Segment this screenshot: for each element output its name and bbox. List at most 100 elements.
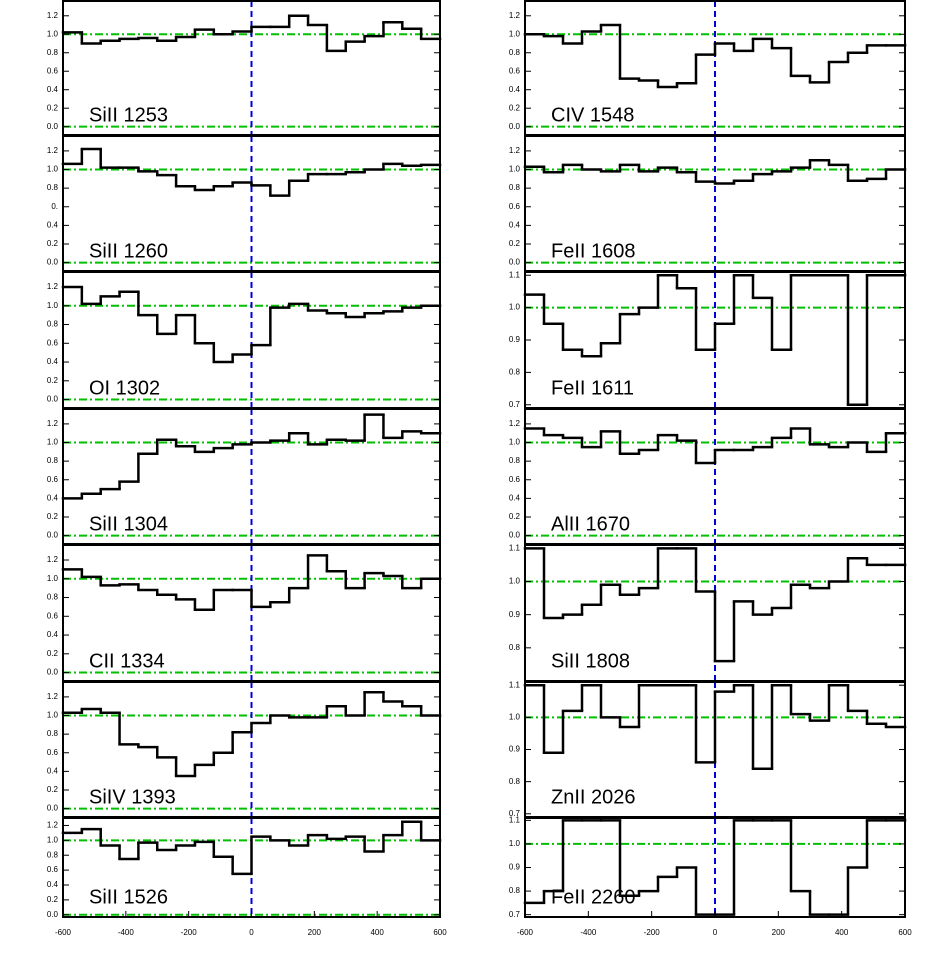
panel-label: CIV 1548 [551,104,634,126]
y-tick-label: 1.0 [47,438,59,447]
y-tick-label: 0. [51,202,58,211]
panel-label: SiII 1260 [89,240,168,262]
y-tick-label: 1.2 [47,282,59,291]
y-tick-label: 1.2 [47,11,59,20]
y-tick-label: 1.1 [509,543,521,552]
y-tick-label: 1.0 [47,574,59,583]
y-tick-label: 0.4 [47,85,59,94]
x-tick-label: -600 [55,928,72,937]
y-tick-label: 0.0 [47,258,59,267]
y-tick-label: 0.6 [509,475,521,484]
y-tick-label: 1.0 [47,301,59,310]
y-tick-label: 1.0 [509,29,521,38]
y-tick-label: 0.8 [47,48,59,57]
y-tick-label: 0.6 [47,748,59,757]
x-tick-label: -200 [644,928,661,937]
x-tick-label: 400 [835,928,849,937]
panel-label: FeII 1611 [551,377,634,399]
y-tick-label: 0.2 [47,649,59,658]
y-tick-label: 0.0 [47,395,59,404]
y-tick-label: 0.8 [509,48,521,57]
y-tick-label: 1.0 [509,165,521,174]
y-tick-label: 1.0 [47,711,59,720]
y-tick-label: 0.2 [47,103,59,112]
y-tick-label: 1.0 [47,165,59,174]
panel-label: SiII 1304 [89,513,168,535]
x-tick-label: 200 [308,928,322,937]
y-tick-label: 0.0 [47,531,59,540]
y-tick-label: 1.0 [509,303,521,312]
y-tick-label: 0.7 [509,809,521,818]
y-tick-label: 0.8 [47,456,59,465]
panel-label: FeII 1608 [551,240,636,262]
y-tick-label: 0.0 [509,531,521,540]
y-tick-label: 0.8 [47,850,59,859]
panel-label: SiII 1526 [89,886,168,908]
y-tick-label: 0.9 [509,745,521,754]
y-tick-label: 0.2 [509,239,521,248]
y-tick-label: 0.8 [47,729,59,738]
y-tick-label: 0.8 [509,643,521,652]
y-tick-label: 0.0 [509,258,521,267]
y-tick-label: 0.8 [509,183,521,192]
panel-label: AlII 1670 [551,513,630,535]
y-tick-label: 1.0 [509,712,521,721]
x-tick-label: 0 [249,928,254,937]
y-tick-label: 0.2 [47,895,59,904]
panel-label: CII 1334 [89,650,165,672]
y-tick-label: 0.0 [47,910,59,919]
x-tick-label: -600 [517,928,534,937]
panel-frame [524,817,906,918]
y-tick-label: 0.2 [47,376,59,385]
y-tick-label: 0.7 [509,400,521,409]
x-tick-label: -400 [118,928,135,937]
y-tick-label: 1.0 [509,577,521,586]
y-tick-label: 0.4 [509,85,521,94]
y-tick-label: 0.4 [47,766,59,775]
y-tick-label: 0.8 [47,320,59,329]
y-tick-label: 0.8 [509,886,521,895]
y-tick-label: 1.0 [509,438,521,447]
y-tick-label: 0.9 [509,610,521,619]
y-tick-label: 0.6 [47,611,59,620]
y-tick-label: 0.9 [509,863,521,872]
y-tick-label: 0.6 [509,202,521,211]
y-tick-label: 0.0 [47,804,59,813]
y-tick-label: 1.1 [509,680,521,689]
x-tick-label: -200 [181,928,198,937]
x-tick-label: 200 [772,928,786,937]
y-tick-label: 0.2 [47,239,59,248]
y-tick-label: 0.8 [509,367,521,376]
y-tick-label: 0.9 [509,335,521,344]
y-tick-label: 1.1 [509,815,521,824]
y-tick-label: 0.4 [47,880,59,889]
x-tick-label: -400 [580,928,597,937]
panel-label: SiIV 1393 [89,786,176,808]
y-tick-label: 1.1 [509,270,521,279]
y-tick-label: 1.2 [509,419,521,428]
panel-label: SiII 1808 [551,650,630,672]
panel-label: FeII 2260 [551,886,636,908]
y-tick-label: 0.4 [509,493,521,502]
panel-label: OI 1302 [89,377,160,399]
y-tick-label: 0.6 [47,475,59,484]
y-tick-label: 1.2 [47,821,59,830]
y-tick-label: 0.4 [509,220,521,229]
panel-label: ZnII 2026 [551,786,636,808]
y-tick-label: 0.0 [47,122,59,131]
y-tick-label: 1.2 [47,419,59,428]
y-tick-label: 1.0 [47,29,59,38]
panel-label: SiII 1253 [89,104,168,126]
y-tick-label: 1.2 [47,692,59,701]
y-tick-label: 0.2 [509,512,521,521]
y-tick-label: 1.2 [509,146,521,155]
y-tick-label: 0.8 [47,593,59,602]
y-tick-label: 0.0 [47,668,59,677]
y-tick-label: 1.2 [47,555,59,564]
y-tick-label: 0.6 [47,66,59,75]
y-tick-label: 0.6 [47,338,59,347]
y-tick-label: 1.2 [47,146,59,155]
y-tick-label: 0.0 [509,122,521,131]
panel-frame [62,817,441,918]
